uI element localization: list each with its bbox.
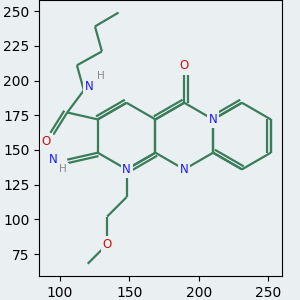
Text: N: N — [85, 80, 94, 93]
Text: N: N — [49, 153, 58, 166]
Text: H: H — [59, 164, 67, 174]
Text: O: O — [103, 238, 112, 251]
Text: O: O — [180, 59, 189, 72]
Text: O: O — [42, 135, 51, 148]
Text: H: H — [97, 71, 104, 81]
Text: N: N — [122, 163, 131, 176]
Text: N: N — [180, 163, 189, 176]
Text: N: N — [209, 113, 218, 126]
